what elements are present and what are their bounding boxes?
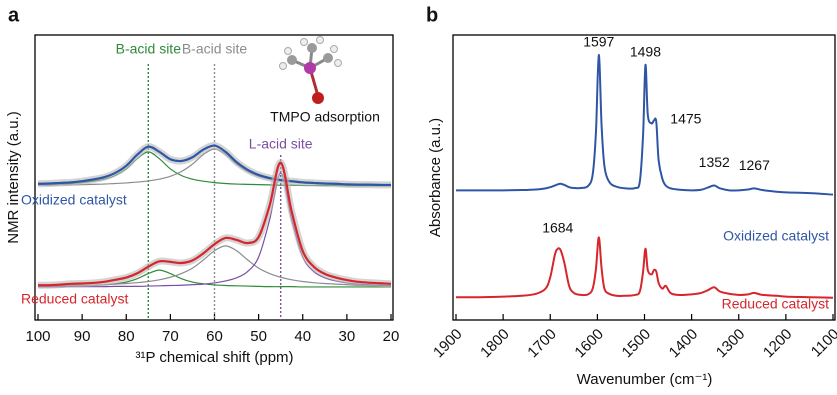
x-tick-label: 40 — [294, 328, 311, 345]
legend-label: Oxidized catalyst — [21, 192, 127, 208]
x-tick-label: 1400 — [666, 326, 702, 362]
x-tick-label: 80 — [118, 328, 135, 345]
x-tick-label: 20 — [383, 328, 400, 345]
peak-label: 1267 — [739, 157, 770, 173]
y-axis-label: Absorbance (a.u.) — [427, 118, 444, 237]
x-tick-label: 1300 — [713, 326, 749, 362]
x-tick-label: 1900 — [430, 326, 466, 362]
annotation: TMPO adsorption — [270, 109, 380, 125]
x-tick-label: 1500 — [619, 326, 655, 362]
x-tick-label: 1100 — [808, 326, 837, 361]
series-curve — [456, 237, 833, 297]
site-label: L-acid site — [249, 136, 313, 152]
x-tick-label: 100 — [25, 328, 50, 345]
peak-label: 1475 — [670, 111, 701, 127]
x-tick-label: 50 — [250, 328, 267, 345]
x-tick-label: 60 — [206, 328, 223, 345]
legend-label: Oxidized catalyst — [723, 228, 829, 244]
figure: a NMR intensity (a.u.) ³¹P chemical shift … — [0, 0, 837, 395]
x-tick-label: 30 — [339, 328, 356, 345]
x-tick-label: 1200 — [760, 326, 796, 362]
panel-letter: a — [8, 4, 20, 26]
x-tick-label: 1700 — [524, 326, 560, 362]
legend-label: Reduced catalyst — [722, 296, 830, 312]
peak-label: 1597 — [583, 34, 614, 50]
x-axis-label: Wavenumber (cm⁻¹) — [577, 371, 713, 388]
x-tick-label: 90 — [74, 328, 91, 345]
site-label: B-acid site — [116, 41, 182, 57]
panel-letter: b — [426, 4, 438, 26]
series-curve — [456, 55, 833, 195]
legend-label: Reduced catalyst — [21, 291, 129, 307]
molecule-icon — [280, 37, 342, 105]
x-tick-label: 1800 — [477, 326, 513, 362]
x-tick-label: 70 — [162, 328, 179, 345]
peak-label: 1498 — [630, 44, 661, 60]
x-axis-label: ³¹P chemical shift (ppm) — [135, 349, 293, 366]
y-axis-label: NMR intensity (a.u.) — [5, 111, 22, 244]
x-tick-label: 1600 — [571, 326, 607, 362]
peak-label: 1684 — [542, 219, 573, 235]
peak-label: 1352 — [699, 154, 730, 170]
site-label: B-acid site — [182, 41, 248, 57]
page: {"chart_data": [ {"type": "line", "panel… — [0, 0, 837, 395]
